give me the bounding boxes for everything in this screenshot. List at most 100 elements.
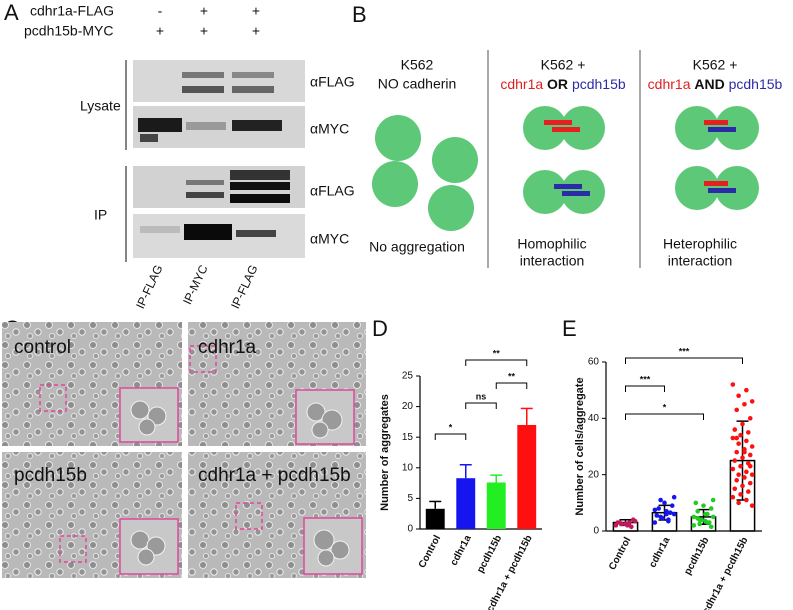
data-point — [708, 506, 714, 511]
gene: cdhr1a — [648, 76, 691, 92]
data-point — [744, 438, 749, 444]
bar — [729, 459, 756, 532]
y-tick-label: 60 — [588, 357, 600, 368]
x-tick-label: cdhr1a — [647, 535, 672, 570]
blots — [133, 60, 305, 258]
section-label: IP — [94, 207, 107, 223]
data-point — [734, 478, 739, 483]
caption: Homophilic — [517, 236, 586, 252]
data-point — [732, 458, 738, 463]
heading: K562 + — [541, 57, 586, 73]
data-point — [736, 441, 741, 446]
data-point — [730, 435, 736, 441]
data-point — [744, 497, 749, 503]
sign: - — [158, 3, 163, 19]
data-point — [697, 521, 702, 527]
image-label: pcdh15b — [14, 465, 87, 486]
bar — [486, 482, 506, 529]
caption: No aggregation — [369, 239, 465, 255]
data-point — [730, 466, 736, 472]
data-point — [699, 517, 704, 523]
x-tick-label: cdhr1a — [449, 533, 474, 568]
data-point — [738, 432, 743, 438]
data-point — [630, 517, 636, 523]
bar — [690, 516, 717, 532]
data-point — [662, 500, 667, 506]
data-point — [749, 472, 755, 477]
operator: AND — [694, 76, 724, 92]
significance-label: *** — [679, 346, 690, 356]
significance-bracket — [625, 413, 704, 420]
cell-pairs — [675, 106, 759, 210]
data-point — [736, 472, 741, 477]
subheading: NO cadherin — [378, 76, 457, 92]
sign: + — [252, 3, 260, 19]
data-point — [666, 518, 671, 524]
y-axis-label: Number of cells/aggregate — [574, 377, 586, 515]
data-point — [734, 449, 739, 455]
data-point — [749, 399, 755, 404]
data-point — [732, 486, 738, 492]
data-point — [708, 524, 714, 530]
cell-pairs — [523, 106, 605, 214]
operator: OR — [547, 76, 568, 92]
data-point — [668, 510, 673, 515]
y-tick-label: 5 — [407, 493, 413, 504]
sign: + — [252, 23, 260, 39]
antibody-label: αMYC — [310, 121, 349, 137]
x-tick-label: pcdh15b — [475, 533, 504, 574]
caption: interaction — [520, 253, 585, 269]
significance-label: ns — [476, 391, 487, 401]
data-point — [742, 401, 747, 407]
significance-bracket — [495, 382, 528, 389]
x-tick-label: Control — [417, 533, 444, 570]
significance-bracket — [465, 402, 497, 409]
image-label: cdhr1a — [198, 337, 257, 358]
y-axis-label: Number of aggregates — [379, 394, 391, 511]
data-point — [629, 524, 634, 530]
data-point — [654, 513, 660, 518]
lane-label: IP-MYC — [180, 262, 211, 306]
x-tick-label: Control — [607, 535, 634, 572]
data-point — [734, 407, 739, 413]
antibody-label: αMYC — [310, 231, 349, 247]
y-tick-label: 10 — [402, 462, 414, 473]
data-point — [744, 387, 749, 393]
data-point — [740, 455, 745, 461]
gene: pcdh15b — [572, 76, 626, 92]
data-point — [669, 503, 675, 508]
caption: interaction — [668, 253, 733, 269]
panel-label: B — [352, 2, 367, 27]
heading: K562 + — [693, 57, 738, 73]
lane-label: IP-FLAG — [133, 263, 165, 311]
bar — [425, 508, 445, 529]
section-label: Lysate — [80, 98, 121, 114]
image-label: control — [14, 337, 71, 358]
data-point — [691, 523, 697, 528]
data-point — [740, 483, 745, 489]
data-point — [749, 503, 755, 508]
data-point — [738, 492, 743, 497]
significance-bracket — [625, 357, 743, 364]
significance-label: *** — [640, 374, 651, 384]
significance-label: ** — [508, 371, 516, 381]
data-point — [742, 475, 747, 480]
data-point — [664, 511, 669, 517]
data-point — [747, 480, 753, 486]
data-point — [746, 430, 751, 435]
data-point — [652, 507, 658, 513]
row-label: cdhr1a-FLAG — [30, 3, 114, 19]
panel-c: C control cdhr1a pcdh15b cdhr1a + pcdh15… — [2, 316, 366, 578]
row-label: pcdh15b-MYC — [24, 23, 114, 39]
y-tick-label: 20 — [588, 469, 600, 480]
data-point — [652, 520, 658, 525]
data-point — [749, 444, 755, 449]
data-point — [703, 518, 708, 524]
data-point — [615, 520, 621, 525]
data-point — [730, 494, 736, 500]
cells — [372, 115, 478, 231]
significance-label: ** — [493, 348, 501, 358]
data-point — [730, 382, 736, 387]
